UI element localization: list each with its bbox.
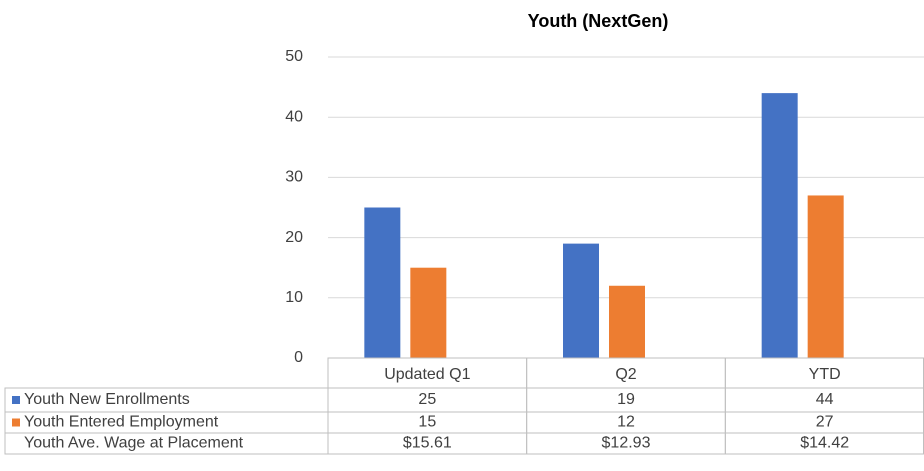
x-tick-label: Q2: [615, 366, 636, 383]
bar: [364, 207, 401, 358]
x-tick-label: Updated Q1: [384, 366, 470, 383]
legend-key: [12, 396, 20, 404]
table-value: 27: [816, 414, 834, 431]
legend-label: Youth Entered Employment: [24, 414, 219, 431]
y-tick-label: 10: [285, 289, 303, 306]
legend-label: Youth New Enrollments: [24, 391, 190, 408]
table-value: 25: [418, 391, 436, 408]
table-value: 15: [418, 414, 436, 431]
chart-title: Youth (NextGen): [528, 11, 669, 31]
legend-key: [12, 418, 20, 427]
bar: [761, 93, 798, 359]
table-value: 19: [617, 391, 635, 408]
table-value: $12.93: [602, 435, 651, 452]
y-tick-label: 30: [285, 169, 303, 186]
table-value: 12: [617, 414, 635, 431]
bar: [410, 267, 447, 358]
y-tick-label: 40: [285, 108, 303, 125]
y-tick-label: 20: [285, 229, 303, 246]
y-tick-label: 0: [294, 349, 303, 366]
bar: [563, 243, 599, 358]
table-value: $14.42: [800, 435, 849, 452]
table-value: 44: [816, 391, 834, 408]
legend-label: Youth Ave. Wage at Placement: [24, 435, 244, 452]
x-tick-label: YTD: [809, 366, 841, 383]
bar: [807, 195, 844, 358]
y-tick-label: 50: [285, 48, 303, 65]
bar: [609, 285, 645, 358]
table-value: $15.61: [403, 435, 452, 452]
